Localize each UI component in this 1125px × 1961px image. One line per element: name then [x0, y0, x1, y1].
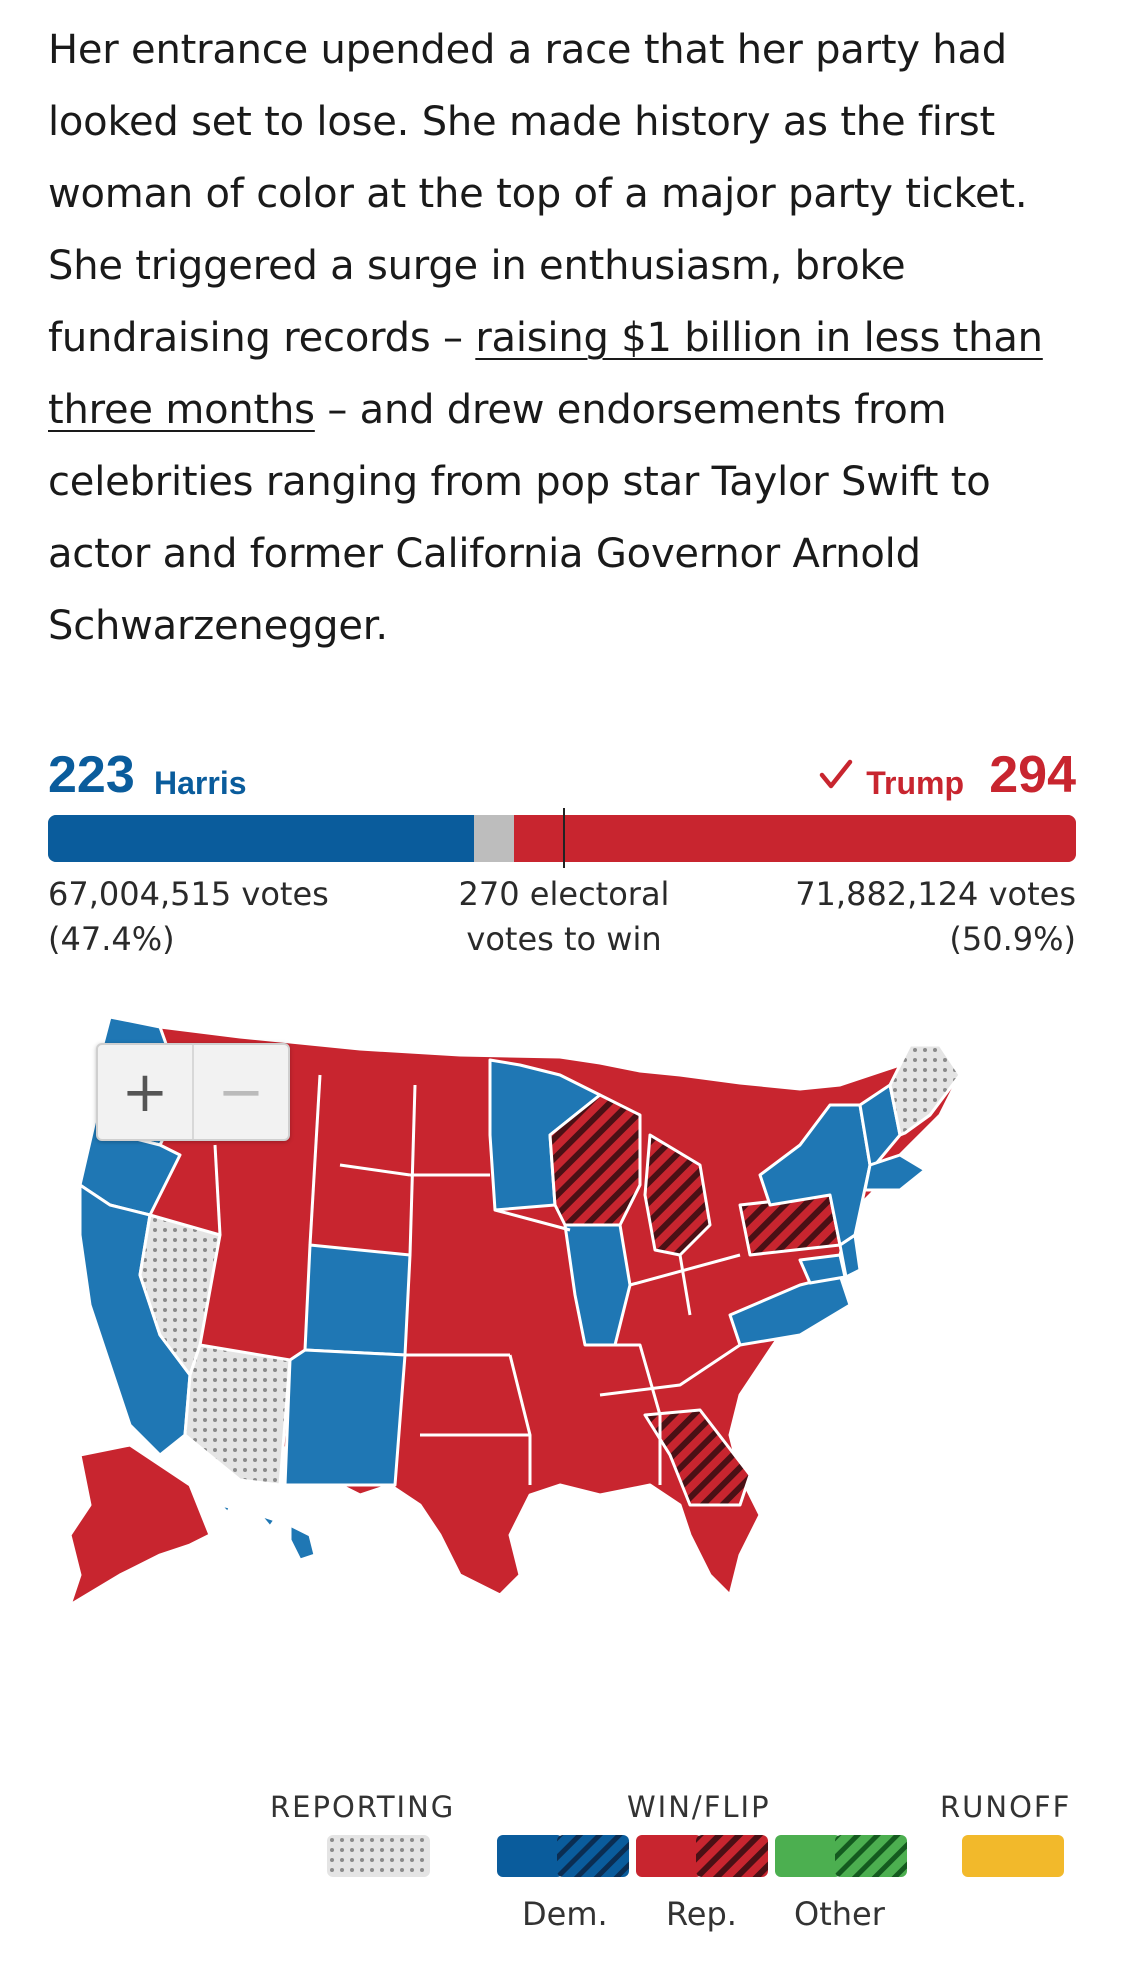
state-maine	[888, 1043, 962, 1137]
zoom-in-button[interactable]: +	[121, 1059, 169, 1125]
rep-candidate-name: Trump	[866, 765, 964, 801]
rep-electoral-votes: 294	[989, 746, 1076, 804]
article-line: celebrities ranging from pop star Taylor…	[48, 459, 991, 505]
state-wisconsin	[548, 1093, 642, 1227]
zoom-out-button[interactable]: −	[192, 1045, 288, 1139]
legend-other-label: Other	[794, 1895, 885, 1933]
state-mass-ct-ri	[863, 1153, 927, 1192]
legend-rep-label: Rep.	[666, 1895, 737, 1933]
state-maryland	[798, 1253, 847, 1285]
legend-runoff-label: RUNOFF	[940, 1790, 1072, 1824]
state-arizona	[183, 1343, 292, 1487]
dem-bar-segment	[48, 815, 475, 862]
legend-dem-swatch	[497, 1835, 629, 1877]
state-vermont-nh	[858, 1083, 902, 1167]
state-new-york	[758, 1103, 872, 1247]
article-line: woman of color at the top of a major par…	[48, 171, 1028, 217]
legend-rep-swatch	[636, 1835, 768, 1877]
results-header: 223 Harris Trump 294	[48, 745, 1076, 805]
state-alaska	[68, 1443, 212, 1607]
threshold-line: votes to win	[466, 920, 662, 958]
rep-vote-percent: (50.9%)	[949, 920, 1076, 958]
threshold-label: 270 electoral votes to win	[430, 872, 698, 962]
state-pennsylvania	[738, 1193, 842, 1257]
us-election-map[interactable]	[40, 1015, 1080, 1675]
majority-threshold-marker	[563, 808, 565, 868]
uncalled-bar-segment	[474, 815, 515, 862]
article-line: Her entrance upended a race that her par…	[48, 27, 1007, 73]
fundraising-link-cont[interactable]: three months	[48, 387, 315, 433]
dem-popular-vote: 67,004,515 votes (47.4%)	[48, 872, 329, 962]
article-line: looked set to lose. She made history as …	[48, 99, 996, 145]
legend-other-swatch	[775, 1835, 907, 1877]
rep-vote-count: 71,882,124 votes	[795, 875, 1076, 913]
map-zoom-control: + −	[96, 1043, 290, 1141]
fundraising-link[interactable]: raising $1 billion in less than	[475, 315, 1043, 361]
article-line: She triggered a surge in enthusiasm, bro…	[48, 243, 906, 289]
dem-electoral-votes: 223	[48, 746, 135, 804]
article-text: – and drew endorsements from	[314, 387, 947, 433]
legend-reporting-swatch	[327, 1835, 430, 1877]
rep-bar-segment	[514, 815, 1076, 862]
rep-popular-vote: 71,882,124 votes (50.9%)	[795, 872, 1076, 962]
article-line: fundraising records – raising $1 billion…	[48, 302, 1088, 374]
legend-win-flip-label: WIN/FLIP	[627, 1790, 771, 1824]
electoral-vote-bar	[48, 815, 1076, 862]
legend-dem-label: Dem.	[522, 1895, 608, 1933]
state-hawaii	[218, 1503, 317, 1562]
article-line: Schwarzenegger.	[48, 603, 388, 649]
article-line: actor and former California Governor Arn…	[48, 531, 921, 577]
threshold-line: 270 electoral	[458, 875, 670, 913]
state-georgia	[643, 1408, 752, 1507]
winner-check-icon	[819, 759, 853, 789]
article-line: three months – and drew endorsements fro…	[48, 374, 1088, 446]
legend-reporting-label: REPORTING	[270, 1790, 456, 1824]
state-colorado	[303, 1243, 412, 1357]
article-paragraph: Her entrance upended a race that her par…	[48, 14, 1088, 662]
dem-candidate-name: Harris	[154, 765, 247, 801]
article-text: fundraising records –	[48, 315, 476, 361]
state-new-mexico	[283, 1348, 407, 1487]
dem-vote-percent: (47.4%)	[48, 920, 175, 958]
legend-runoff-swatch	[962, 1835, 1064, 1877]
dem-vote-count: 67,004,515 votes	[48, 875, 329, 913]
